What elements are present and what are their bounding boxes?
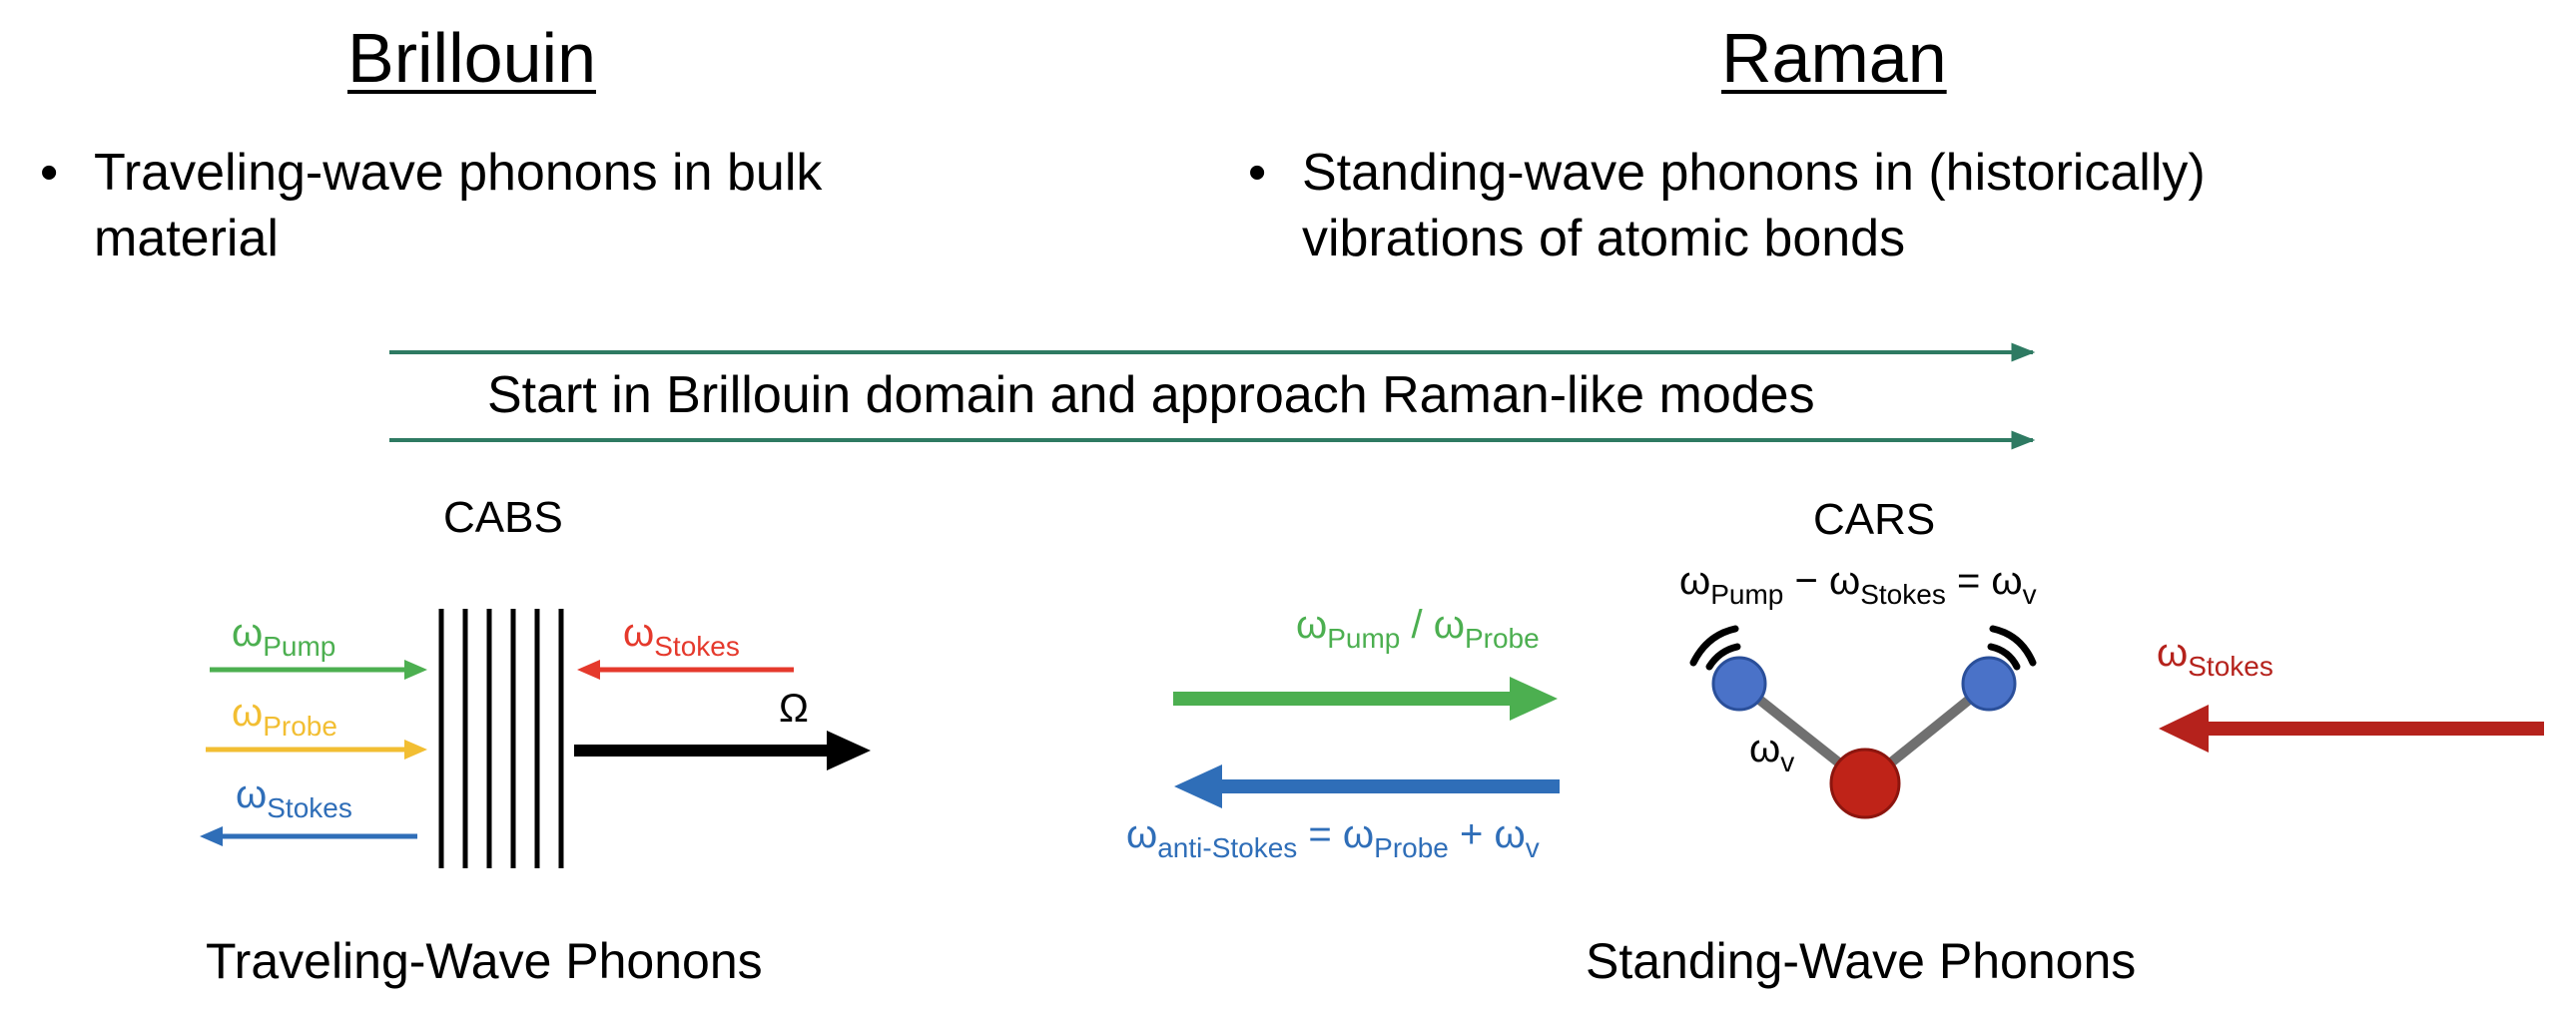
bullet-dot: • <box>40 144 59 202</box>
stokes-right-label: ωStokes <box>2157 631 2273 682</box>
probe-arrow <box>206 740 427 760</box>
phonon-wavefronts <box>438 609 564 868</box>
vibration-marks-right <box>1987 625 2037 671</box>
brillouin-heading: Brillouin <box>347 19 596 97</box>
atom-left <box>1711 656 1767 712</box>
anti-stokes-label: ωanti-Stokes = ωProbe + ωv <box>1126 812 1540 863</box>
atom-right <box>1961 656 2017 712</box>
cabs-label: CABS <box>443 493 563 542</box>
atom-center <box>1829 748 1901 819</box>
pump-arrow <box>210 660 427 680</box>
vibration-marks-left <box>1689 625 1741 671</box>
brillouin-bullet-line1: Traveling-wave phonons in bulk <box>94 144 823 202</box>
pump-probe-label: ωPump / ωProbe <box>1296 603 1540 654</box>
stokes-in-label: ωStokes <box>623 611 740 662</box>
pump-label: ωPump <box>232 611 336 662</box>
stokes-out-label: ωStokes <box>236 772 352 823</box>
resonance-equation: ωPump − ωStokes = ωv <box>1679 559 2037 610</box>
raman-bullet-line2: vibrations of atomic bonds <box>1302 210 1906 267</box>
stokes-in-arrow <box>577 660 794 680</box>
phonon-propagation-arrow <box>574 731 871 770</box>
brillouin-bullet: • Traveling-wave phonons in bulk materia… <box>40 140 1138 279</box>
pump-probe-arrow <box>1173 677 1558 721</box>
stokes-thick-arrow <box>2159 705 2544 753</box>
stokes-out-arrow <box>200 826 417 846</box>
raman-heading: Raman <box>1721 19 1947 97</box>
cars-label: CARS <box>1813 495 1936 544</box>
probe-label: ωProbe <box>232 691 337 742</box>
omega-label: Ω <box>779 687 809 731</box>
anti-stokes-arrow <box>1174 764 1560 808</box>
banner-text: Start in Brillouin domain and approach R… <box>487 366 1815 424</box>
bullet-dot: • <box>1248 144 1267 202</box>
traveling-wave-caption: Traveling-Wave Phonons <box>206 933 763 989</box>
raman-bullet: • Standing-wave phonons in (historically… <box>1248 140 2546 279</box>
raman-bullet-line1: Standing-wave phonons in (historically) <box>1302 144 2206 202</box>
standing-wave-caption: Standing-Wave Phonons <box>1586 933 2137 989</box>
molecule <box>1689 625 2037 819</box>
brillouin-bullet-line2: material <box>94 210 279 267</box>
bond-frequency-label: ωv <box>1749 727 1795 777</box>
